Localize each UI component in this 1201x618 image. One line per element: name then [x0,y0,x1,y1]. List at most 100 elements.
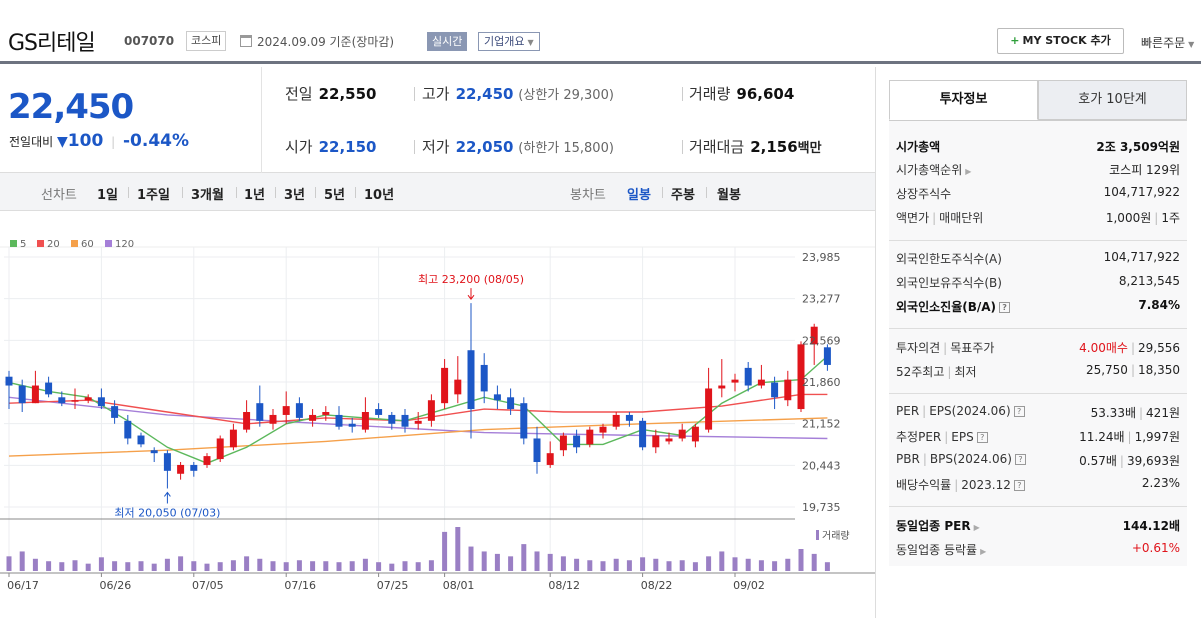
sector-rate-row[interactable]: 동일업종 등락률 ▶ +0.61% [896,541,1180,561]
current-price: 22,450 [8,87,134,127]
help-icon[interactable]: ? [1014,454,1026,465]
candle-body [229,429,237,448]
candle-body [823,347,831,365]
separator [182,187,183,198]
investment-info-table: 시가총액 2조 3,509억원 시가총액순위 ▶ 코스피 129위 상장주식수 104,… [889,120,1187,566]
separator: | [1139,406,1144,420]
face-value-amount: 1,000원 [1105,211,1152,225]
volume-bar [270,561,276,571]
info-tabs: 투자정보 호가 10단계 [889,80,1187,120]
tab-1y[interactable]: 1년 [244,188,266,203]
candle-body [322,412,330,415]
candle-body [269,414,277,424]
market-cap-rank-row[interactable]: 시가총액순위 ▶ 코스피 129위 [896,161,1180,181]
separator [662,187,663,198]
chevron-down-icon: ▼ [1188,40,1195,49]
volume-bar [402,561,408,571]
volume-bar [72,560,78,571]
y-tick-label: 21,860 [802,376,841,389]
tab-1w[interactable]: 1주일 [137,188,170,203]
volume-legend-swatch [816,530,819,540]
volume-bar [706,556,712,571]
y-tick-label: 21,152 [802,418,841,431]
candle-body [625,414,633,421]
x-tick-label: 08/22 [641,579,673,592]
low-value: 22,050 [455,138,514,156]
tab-weekly[interactable]: 주봉 [671,188,695,203]
w52-high-amount: 25,750 [1085,363,1128,377]
volume-bar [336,562,342,571]
market-cap-rank-label: 시가총액순위 ▶ [896,161,971,178]
volume-bar [230,560,236,571]
candlestick-chart[interactable]: 5 20 60 120 최고 23,200 (08/05) 최저 20,050 (07/… [0,211,875,618]
help-icon[interactable]: ? [976,432,988,443]
chevron-right-icon: ▶ [965,167,972,176]
company-overview-button[interactable]: 기업개요 ▼ [478,32,540,51]
add-mystock-label: MY STOCK 추가 [1022,34,1111,47]
divider [889,240,1187,241]
candle-body [731,379,739,383]
pbr-value: 0.57배 | 39,693원 [1079,452,1180,469]
volume-bar [46,561,52,571]
tab-daily[interactable]: 일봉 [627,188,651,203]
divider [414,140,415,154]
tab-investment-info[interactable]: 투자정보 [889,80,1038,120]
separator: | [922,452,927,466]
tab-orderbook[interactable]: 호가 10단계 [1038,80,1187,120]
chevron-down-icon: ▼ [527,38,534,47]
candle-body [559,435,567,451]
divider [889,393,1187,394]
legend-label: 20 [47,239,60,250]
opinion-text: 투자의견 [896,341,941,355]
candle-body [97,397,105,407]
candle-body [137,435,145,445]
separator: | [1130,363,1135,377]
candle-body [507,397,515,410]
volume-bar [6,556,12,571]
volume-value: 96,604 [736,85,795,103]
add-mystock-button[interactable]: + MY STOCK 추가 [997,28,1124,54]
candle-body [480,364,488,392]
y-tick-label: 22,569 [802,334,841,347]
volume-bar [204,563,210,571]
w52-low-amount: 18,350 [1138,363,1180,377]
volume-bar [178,556,184,571]
candle-body [797,344,805,410]
divider [889,328,1187,329]
high-price: 고가 22,450 (상한가 29,300) [422,83,614,104]
tab-3y[interactable]: 3년 [284,188,306,203]
change-value: 100 [67,131,104,151]
candle-body [111,406,119,418]
tab-10y[interactable]: 10년 [364,188,395,203]
volume: 거래량 96,604 [689,83,794,104]
help-icon[interactable]: ? [1013,480,1025,491]
stock-code: 007070 [124,34,175,48]
per-text: PER [896,404,920,418]
candle-body [652,435,660,448]
volume-bar [296,560,302,571]
sector-per-row[interactable]: 동일업종 PER ▶ 144.12배 [896,517,1180,537]
candle-body [599,426,607,433]
volume-bar [125,562,131,571]
tab-3m[interactable]: 3개월 [191,188,224,203]
candle-body [705,388,713,430]
date-text: 2024.09.09 기준(장마감) [257,35,395,49]
x-tick-label: 07/25 [377,579,409,592]
tab-1d[interactable]: 1일 [97,188,119,203]
market-cap-row: 시가총액 2조 3,509억원 [896,138,1180,158]
volume-bar [494,553,500,571]
dividend-label: 배당수익률 | 2023.12? [896,476,1025,493]
volume-label: 거래량 [822,530,850,542]
help-icon[interactable]: ? [999,302,1011,313]
help-icon[interactable]: ? [1013,406,1025,417]
face-value-text: 액면가 [896,211,930,225]
realtime-button[interactable]: 실시간 [427,32,468,51]
quick-order-button[interactable]: 빠른주문 ▼ [1141,34,1194,51]
volume-bar [481,551,487,571]
separator: | [111,135,116,149]
volume-bar [640,557,646,571]
tab-monthly[interactable]: 월봉 [717,188,741,203]
pbr-row: PBR | BPS(2024.06)? 0.57배 | 39,693원 [896,452,1180,472]
tab-5y[interactable]: 5년 [324,188,346,203]
volume-bar [732,557,738,571]
